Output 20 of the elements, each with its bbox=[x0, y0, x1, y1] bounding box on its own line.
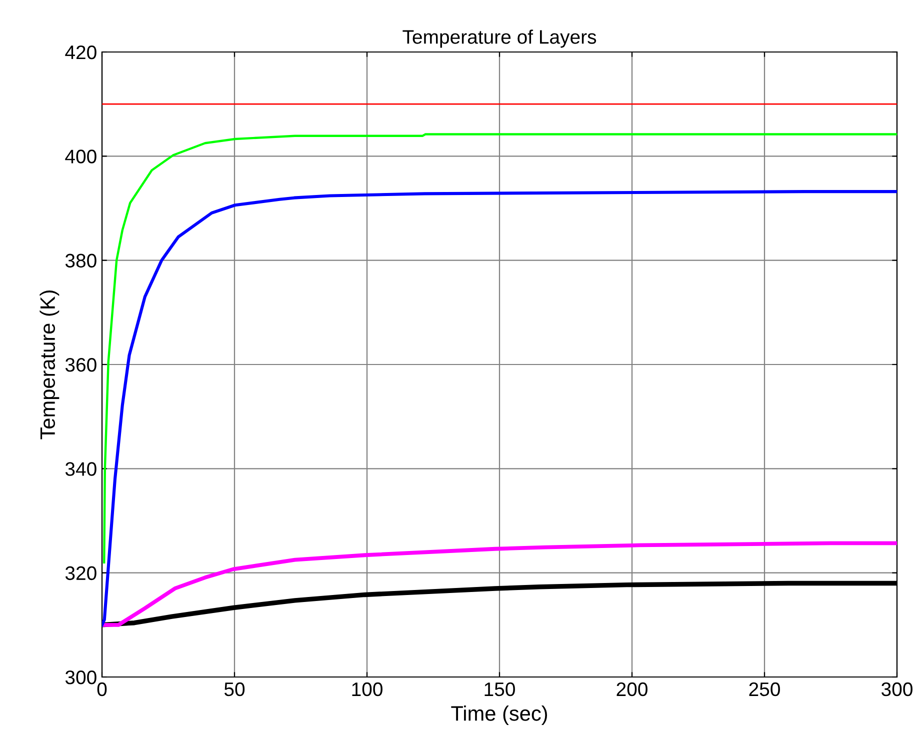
x-tick-label: 50 bbox=[224, 682, 245, 696]
y-axis-title: Temperature (K) bbox=[40, 290, 60, 440]
y-tick-label: 400 bbox=[65, 150, 96, 164]
x-tick-label: 300 bbox=[882, 682, 912, 696]
y-tick-label: 340 bbox=[65, 462, 96, 476]
line-series bbox=[102, 541, 897, 627]
y-tick-label: 320 bbox=[65, 566, 96, 580]
y-tick-label: 300 bbox=[65, 670, 96, 684]
x-tick-label: 100 bbox=[352, 682, 382, 696]
x-tick-label: 200 bbox=[616, 682, 648, 696]
x-tick-label: 0 bbox=[97, 682, 107, 696]
y-tick-label: 360 bbox=[65, 358, 96, 372]
y-tick-label: 420 bbox=[65, 45, 96, 60]
x-tick-label: 150 bbox=[484, 682, 515, 696]
y-tick-label: 380 bbox=[65, 254, 96, 268]
chart-title: Temperature of Layers bbox=[402, 30, 596, 48]
line-series bbox=[103, 133, 897, 564]
line-series bbox=[102, 190, 897, 626]
x-tick-label: 250 bbox=[749, 682, 780, 696]
x-axis-title: Time (sec) bbox=[451, 706, 548, 725]
